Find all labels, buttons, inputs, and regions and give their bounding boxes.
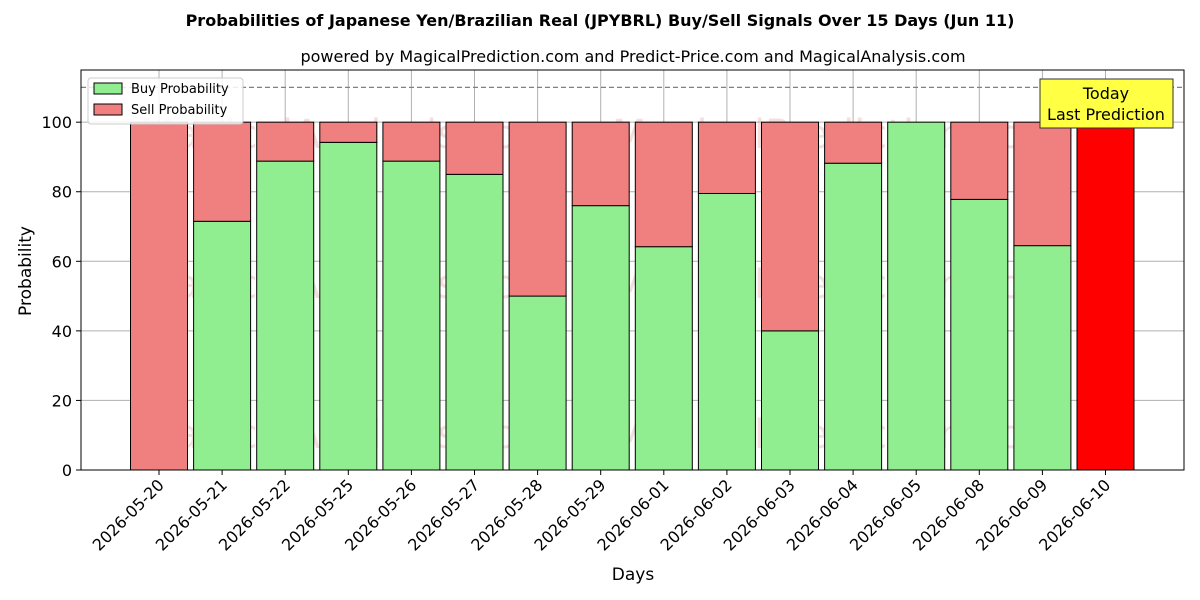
y-tick-label: 40 (52, 322, 72, 341)
bar-sell-2026-06-02 (697, 121, 756, 194)
bar-buy-2026-05-21 (193, 220, 252, 471)
bar-sell-2026-06-08 (950, 121, 1009, 200)
y-axis-label: Probability (16, 226, 36, 316)
legend-swatch-sell (93, 103, 123, 116)
bar-sell-2026-05-26 (382, 121, 441, 162)
legend-box (87, 77, 244, 125)
bar-sell-2026-06-10 (1076, 121, 1135, 471)
legend: Buy Probability Sell Probability (87, 77, 244, 125)
legend-swatch-buy (93, 82, 123, 95)
bar-sell-2026-05-25 (319, 121, 378, 143)
bar-buy-2026-05-29 (571, 205, 630, 471)
bar-buy-2026-05-26 (382, 160, 441, 471)
bar-sell-2026-06-09 (1013, 121, 1072, 247)
bar-buy-2026-06-04 (824, 162, 883, 471)
bar-buy-2026-05-22 (256, 160, 315, 471)
y-tick-label: 60 (52, 252, 72, 271)
x-axis-label: Days (612, 565, 655, 585)
plot-frame (80, 69, 1185, 471)
bar-buy-2026-06-08 (950, 198, 1009, 471)
y-tick-label: 20 (52, 391, 72, 410)
today-annotation-text: Today (1082, 84, 1129, 103)
y-tick-label: 100 (41, 113, 72, 132)
bar-sell-2026-05-22 (256, 121, 315, 162)
plot-area: MagicalAnalysis.comMagicalPrediction.com… (41, 69, 1185, 555)
bar-sell-2026-05-20 (130, 121, 188, 471)
bar-buy-2026-06-09 (1013, 245, 1072, 471)
bar-buy-2026-05-28 (508, 295, 567, 471)
bar-buy-2026-06-01 (634, 246, 693, 471)
bar-sell-2026-06-03 (761, 121, 819, 332)
bar-buy-2026-06-05 (887, 121, 946, 471)
y-tick-label: 80 (52, 183, 72, 202)
today-annotation-box (1039, 78, 1174, 129)
bar-buy-2026-06-03 (761, 330, 819, 471)
bar-buy-2026-06-02 (697, 192, 756, 471)
chart-subtitle: powered by MagicalPrediction.com and Pre… (300, 47, 965, 66)
bar-sell-2026-05-28 (508, 121, 567, 297)
chart-title: Probabilities of Japanese Yen/Brazilian … (186, 11, 1015, 30)
y-tick-label: 0 (62, 461, 72, 480)
legend-label-sell: Sell Probability (131, 103, 228, 118)
bar-sell-2026-05-29 (571, 121, 630, 207)
bar-buy-2026-05-25 (319, 141, 378, 471)
bar-buy-2026-05-27 (445, 173, 504, 471)
today-annotation-text: Last Prediction (1047, 105, 1165, 124)
bar-sell-2026-05-27 (445, 121, 504, 175)
bar-sell-2026-06-04 (824, 121, 883, 164)
bar-sell-2026-06-01 (634, 121, 693, 248)
bar-sell-2026-05-21 (193, 121, 252, 222)
legend-label-buy: Buy Probability (131, 82, 229, 97)
